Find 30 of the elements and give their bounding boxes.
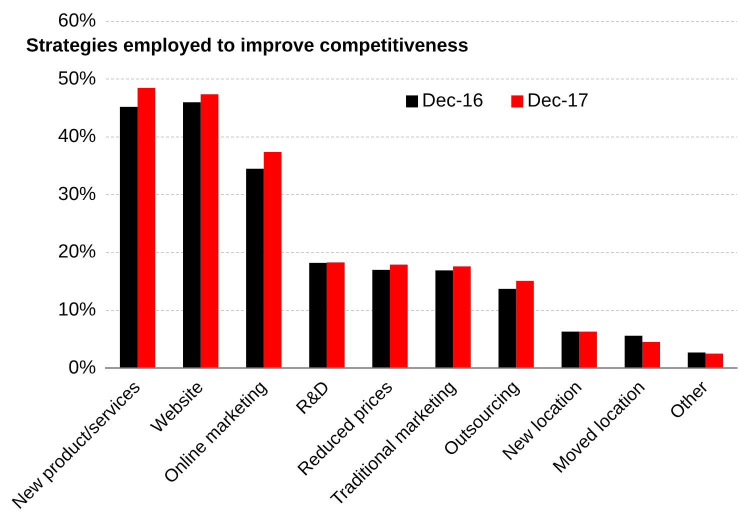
bar: [200, 94, 218, 368]
bar: [183, 102, 201, 368]
y-tick-label: 30%: [58, 184, 96, 205]
bar: [138, 88, 156, 368]
bar: [435, 270, 454, 368]
legend-label: Dec-17: [527, 90, 589, 112]
bar: [372, 270, 390, 368]
y-tick-label: 40%: [58, 126, 96, 148]
bar: [498, 288, 516, 368]
bar: [642, 342, 660, 368]
bar: [624, 336, 642, 368]
bar: [309, 262, 327, 368]
y-tick-label: 0%: [68, 357, 96, 378]
y-tick-label: 20%: [58, 242, 96, 263]
bar: [246, 168, 264, 368]
bar: [264, 152, 282, 368]
text: Strategies employed to improve competitiveness: [26, 36, 468, 57]
bar: [120, 106, 138, 368]
bar: [516, 280, 534, 368]
bar: [390, 264, 408, 368]
y-tick-label: 10%: [58, 300, 96, 321]
bar: [688, 352, 706, 368]
y-tick-label: 60%: [58, 10, 96, 32]
bar: [579, 332, 597, 368]
bar: [453, 266, 471, 368]
bar: [562, 332, 580, 368]
legend-label: Dec-16: [422, 90, 484, 112]
y-tick-label: 50%: [58, 68, 96, 90]
bar: [705, 354, 724, 368]
bar: [326, 262, 345, 368]
